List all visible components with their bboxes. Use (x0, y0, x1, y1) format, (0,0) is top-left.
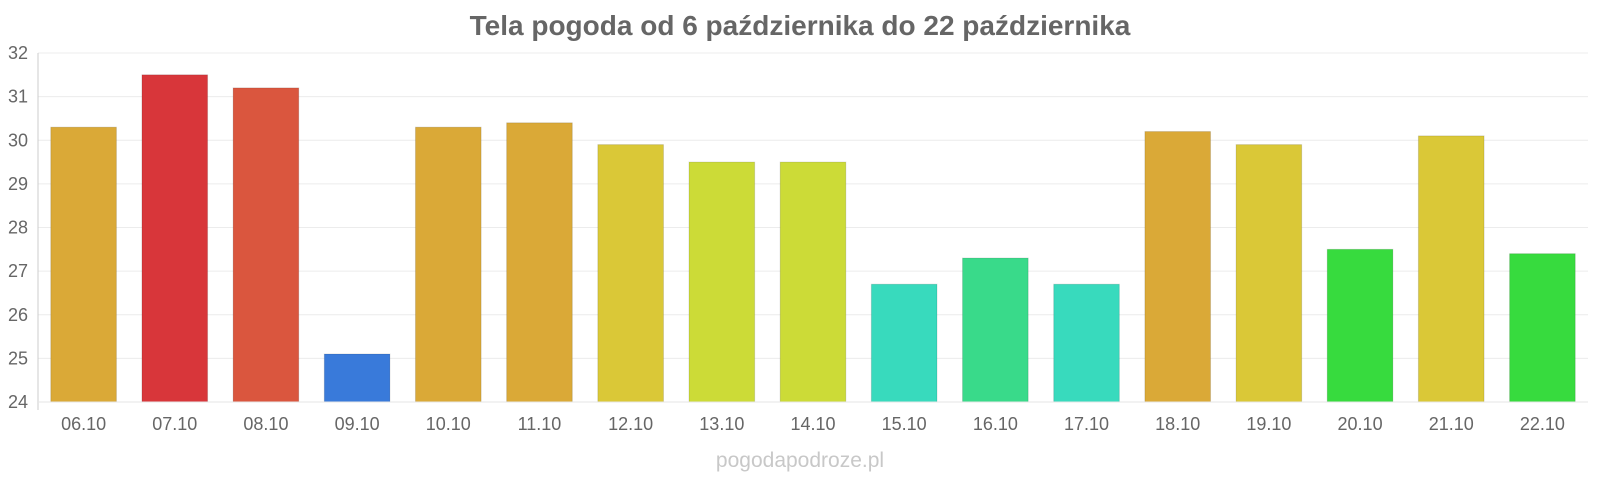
x-tick-label: 14.10 (790, 414, 835, 434)
bar-09.10 (323, 353, 391, 403)
bar-20.10 (1326, 248, 1394, 403)
bar-21.10 (1417, 135, 1485, 403)
y-tick-label: 26 (8, 305, 28, 325)
bar-17.10 (1053, 283, 1120, 403)
x-tick-label: 10.10 (426, 414, 471, 434)
x-tick-label: 19.10 (1246, 414, 1291, 434)
x-tick-label: 09.10 (335, 414, 380, 434)
bar-14.10 (779, 161, 847, 403)
x-tick-label: 08.10 (243, 414, 288, 434)
bar-08.10 (232, 87, 300, 403)
bar-18.10 (1144, 131, 1212, 403)
x-tick-label: 20.10 (1338, 414, 1383, 434)
watermark: pogodapodroze.pl (715, 449, 885, 472)
x-axis-ticks: 06.10 07.10 08.10 09.10 10.10 11.10 12.10 13.10… (61, 414, 1565, 434)
bars (50, 74, 1576, 403)
bar-07.10 (141, 74, 209, 403)
y-tick-label: 24 (8, 392, 28, 412)
x-tick-label: 22.10 (1520, 414, 1565, 434)
bar-10.10 (414, 126, 482, 403)
bar-12.10 (597, 144, 664, 403)
bar-16.10 (962, 257, 1029, 403)
y-axis-ticks: 24 25 26 27 28 29 30 31 32 (8, 43, 28, 412)
bar-15.10 (870, 283, 938, 403)
bar-19.10 (1235, 144, 1303, 403)
x-tick-label: 21.10 (1429, 414, 1474, 434)
x-tick-label: 06.10 (61, 414, 106, 434)
y-tick-label: 29 (8, 174, 28, 194)
y-tick-label: 32 (8, 43, 28, 63)
x-tick-label: 07.10 (152, 414, 197, 434)
bar-11.10 (506, 122, 573, 403)
y-tick-label: 28 (8, 218, 28, 238)
bar-13.10 (688, 161, 756, 403)
x-tick-label: 16.10 (973, 414, 1018, 434)
x-tick-label: 17.10 (1064, 414, 1109, 434)
axes (37, 53, 1588, 410)
bar-22.10 (1509, 253, 1576, 403)
y-tick-label: 25 (8, 348, 28, 368)
y-tick-label: 27 (8, 261, 28, 281)
y-tick-label: 31 (8, 87, 28, 107)
x-tick-label: 11.10 (518, 414, 562, 434)
x-tick-label: 18.10 (1155, 414, 1200, 434)
x-tick-label: 13.10 (699, 414, 744, 434)
chart-title: Tela pogoda od 6 października do 22 paźd… (469, 10, 1131, 41)
x-tick-label: 15.10 (882, 414, 927, 434)
bar-06.10 (50, 126, 117, 403)
y-tick-label: 30 (8, 130, 28, 150)
x-tick-label: 12.10 (608, 414, 653, 434)
